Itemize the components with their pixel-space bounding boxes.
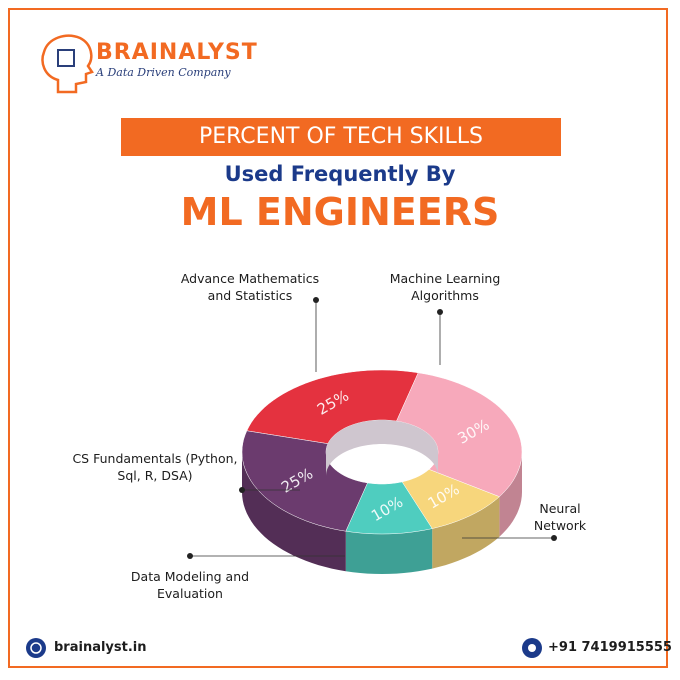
website: brainalyst.in <box>54 640 147 655</box>
phone: +91 7419915555 <box>548 640 672 655</box>
tagline: A Data Driven Company <box>96 66 231 79</box>
slice-wall <box>242 452 346 572</box>
category-label: Data Modeling and Evaluation <box>130 569 250 601</box>
slice-wall <box>345 528 433 574</box>
leader-dot <box>313 297 319 303</box>
phone-icon <box>522 638 542 658</box>
chart-highlight: ML ENGINEERS <box>180 190 500 234</box>
logo-icon <box>41 34 94 94</box>
web-icon <box>26 638 46 658</box>
category-label: Machine Learning Algorithms <box>389 271 501 303</box>
slice-wall <box>499 452 522 537</box>
leader-dot <box>551 535 557 541</box>
category-label: CS Fundamentals (Python, Sql, R, DSA) <box>72 451 238 483</box>
slice-wall <box>432 496 500 569</box>
category-label: Advance Mathematics and Statistics <box>180 271 320 303</box>
leader-dot <box>187 553 193 559</box>
category-label: Neural Network <box>533 501 587 533</box>
chart-subtitle: Used Frequently By <box>224 162 456 186</box>
leader-dot <box>437 309 443 315</box>
chart-title: PERCENT OF TECH SKILLS <box>121 118 561 156</box>
hole-wall <box>326 420 438 476</box>
leader-dot <box>239 487 245 493</box>
frame <box>8 8 668 668</box>
brand: BRAINALYST <box>96 40 258 65</box>
